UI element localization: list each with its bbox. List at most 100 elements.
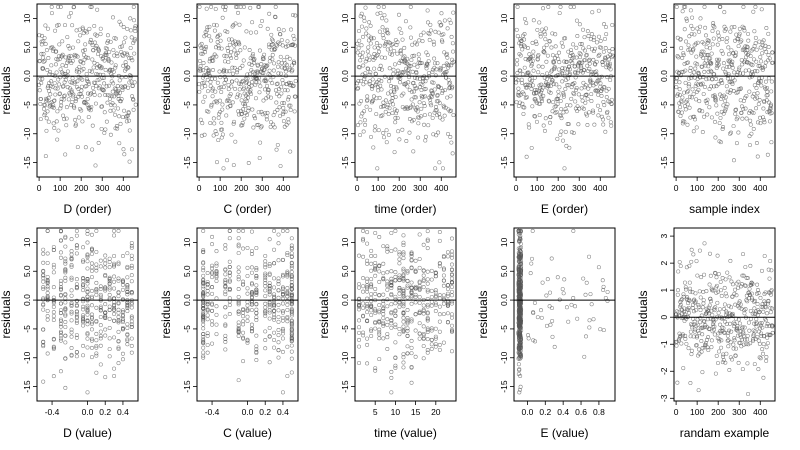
data-point (223, 289, 228, 294)
data-point (731, 324, 736, 329)
data-point (377, 293, 382, 298)
data-point (373, 291, 378, 296)
data-point (214, 271, 219, 276)
data-point (698, 308, 703, 313)
data-point (725, 64, 729, 69)
data-point (243, 103, 248, 108)
x-tick-label: 0.4 (557, 407, 569, 417)
data-point (686, 310, 691, 315)
data-point (433, 166, 438, 171)
data-point (267, 271, 272, 276)
data-point (745, 276, 750, 281)
data-point (113, 65, 118, 70)
data-point (705, 337, 710, 342)
data-point (362, 118, 367, 123)
data-point (103, 67, 108, 72)
data-point (427, 32, 432, 37)
data-point (701, 41, 706, 46)
data-point (250, 53, 255, 58)
data-point (361, 15, 366, 20)
data-point (588, 292, 593, 297)
data-point (242, 45, 247, 50)
data-point (98, 264, 103, 269)
data-point (433, 73, 438, 78)
data-point (201, 338, 206, 343)
data-point (289, 270, 294, 274)
data-point (264, 64, 268, 69)
data-point (725, 76, 730, 81)
data-point (713, 305, 718, 310)
data-point (516, 372, 521, 377)
data-point (272, 61, 276, 66)
data-point (276, 328, 281, 332)
data-point (740, 62, 745, 67)
data-point (365, 276, 370, 281)
data-point (440, 117, 445, 122)
data-point (764, 26, 769, 30)
data-point (409, 365, 414, 370)
data-point (379, 67, 384, 72)
data-point (714, 275, 719, 280)
data-point (44, 48, 49, 53)
data-point (214, 279, 219, 283)
data-point (761, 115, 765, 120)
data-point (63, 333, 68, 338)
data-point (263, 294, 268, 299)
data-point (730, 294, 735, 299)
data-point (262, 67, 267, 72)
data-point (58, 4, 63, 9)
data-point (210, 308, 215, 313)
data-point (214, 249, 219, 254)
data-point (428, 22, 433, 27)
data-point (433, 342, 438, 347)
data-point (690, 323, 695, 328)
data-point (74, 320, 79, 325)
data-point (210, 234, 215, 239)
data-point (389, 325, 394, 330)
data-point (377, 330, 382, 335)
data-point (278, 113, 283, 118)
data-point (695, 322, 700, 327)
data-point (688, 289, 693, 294)
data-point (245, 273, 250, 278)
data-point (228, 104, 233, 109)
data-point (572, 80, 577, 85)
data-point (89, 316, 94, 321)
data-point (120, 314, 125, 319)
data-point (517, 280, 522, 285)
data-point (64, 116, 69, 121)
data-point (756, 338, 761, 343)
data-point (385, 47, 390, 52)
data-point (381, 322, 386, 327)
data-point (276, 27, 281, 32)
data-point (726, 45, 731, 50)
data-point (210, 322, 215, 327)
data-point (704, 45, 709, 50)
data-point (737, 67, 741, 72)
data-point (129, 263, 134, 268)
data-point (693, 66, 698, 71)
data-point (733, 302, 738, 307)
data-point (131, 97, 136, 102)
data-point (129, 79, 134, 84)
data-point (450, 84, 455, 89)
data-point (248, 56, 253, 61)
data-point (242, 101, 247, 106)
data-point (81, 353, 86, 358)
data-point (397, 287, 402, 292)
data-point (751, 299, 756, 304)
data-point (691, 252, 696, 257)
data-point (201, 355, 206, 360)
data-point (94, 33, 99, 38)
data-point (560, 79, 565, 84)
data-point (68, 10, 73, 15)
data-point (238, 82, 243, 87)
data-point (80, 77, 85, 82)
data-point (51, 262, 56, 267)
data-point (678, 37, 683, 42)
data-point (433, 271, 438, 276)
data-point (75, 54, 80, 59)
data-point (730, 76, 735, 81)
data-point (721, 66, 726, 71)
